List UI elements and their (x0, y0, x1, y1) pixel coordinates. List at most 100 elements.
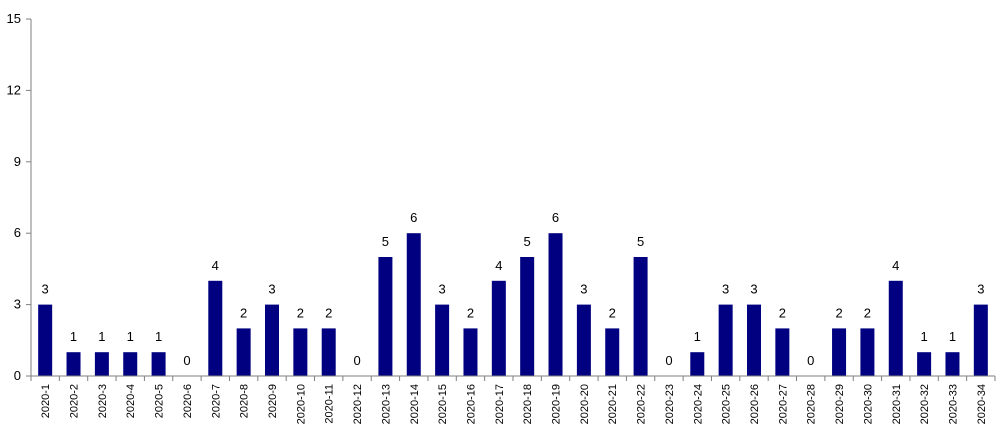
bar (66, 352, 81, 376)
bar (633, 257, 648, 376)
data-label: 1 (127, 329, 134, 344)
x-tick-label: 2020-26 (749, 384, 761, 424)
data-label: 1 (921, 329, 928, 344)
y-tick-label: 15 (7, 11, 21, 26)
data-label: 3 (977, 282, 984, 297)
x-tick-label: 2020-8 (239, 384, 251, 418)
data-label: 0 (807, 353, 814, 368)
data-label: 3 (42, 282, 49, 297)
data-label: 1 (98, 329, 105, 344)
data-label: 2 (835, 305, 842, 320)
x-tick-label: 2020-20 (579, 384, 591, 424)
x-tick-label: 2020-29 (834, 384, 846, 424)
bar (38, 304, 53, 376)
x-tick-label: 2020-10 (295, 384, 307, 424)
bar (265, 304, 279, 376)
y-tick-label: 12 (7, 82, 21, 97)
y-tick-label: 0 (14, 368, 21, 383)
data-label: 6 (552, 210, 559, 225)
x-tick-label: 2020-1 (40, 384, 52, 418)
x-tick-label: 2020-22 (636, 384, 648, 424)
x-tick-label: 2020-21 (607, 384, 619, 424)
bar (917, 352, 932, 376)
y-axis: 0 3 6 9 12 15 (7, 11, 32, 383)
data-label: 3 (268, 282, 275, 297)
x-tick-label: 2020-5 (154, 384, 166, 418)
x-tick-label: 2020-7 (210, 384, 222, 418)
data-label: 5 (524, 234, 531, 249)
data-label: 2 (297, 305, 304, 320)
x-tick-label: 2020-25 (721, 384, 733, 424)
bar (520, 257, 535, 376)
data-label: 2 (864, 305, 871, 320)
bar (973, 304, 988, 376)
x-tick-label: 2020-31 (891, 384, 903, 424)
x-tick-label: 2020-4 (125, 384, 137, 418)
x-tick-label: 2020-12 (352, 384, 364, 424)
bars (38, 233, 988, 376)
x-tick-label: 2020-34 (976, 384, 988, 424)
x-tick-label: 2020-32 (919, 384, 931, 424)
x-axis: 2020-1 2020-2 2020-3 2020-4 2020-5 2020-6 2020… (30, 375, 996, 424)
x-tick-label: 2020-19 (551, 384, 563, 424)
bar (605, 328, 620, 376)
data-label: 1 (949, 329, 956, 344)
data-label: 0 (183, 353, 190, 368)
data-label: 4 (495, 258, 502, 273)
x-tick-label: 2020-28 (806, 384, 818, 424)
y-tick-label: 6 (14, 225, 21, 240)
x-tick-label: 2020-6 (182, 384, 194, 418)
bar (435, 304, 450, 376)
x-tick-label: 2020-11 (324, 384, 336, 424)
data-label: 3 (439, 282, 446, 297)
data-label: 3 (750, 282, 757, 297)
bar (888, 280, 903, 376)
data-label: 4 (212, 258, 219, 273)
bar (576, 304, 591, 376)
y-tick-label: 9 (14, 154, 21, 169)
bar (747, 304, 761, 376)
bar (690, 352, 705, 376)
data-label: 0 (665, 353, 672, 368)
data-label: 2 (779, 305, 786, 320)
y-tick-label: 3 (14, 297, 21, 312)
data-label: 3 (580, 282, 587, 297)
data-label: 0 (353, 353, 360, 368)
bar (236, 328, 251, 376)
x-tick-label: 2020-13 (380, 384, 392, 424)
x-tick-label: 2020-27 (777, 384, 789, 424)
data-label: 2 (609, 305, 616, 320)
bar (293, 328, 308, 376)
x-tick-label: 2020-17 (494, 384, 506, 424)
x-tick-label: 2020-9 (267, 384, 279, 418)
x-tick-label: 2020-18 (522, 384, 534, 424)
data-label: 3 (722, 282, 729, 297)
bar (548, 233, 563, 376)
x-tick-label: 2020-2 (69, 384, 81, 418)
x-tick-label: 2020-24 (692, 384, 704, 424)
x-tick-label: 2020-30 (862, 384, 874, 424)
bar (945, 352, 960, 376)
bar (123, 352, 138, 376)
data-label: 6 (410, 210, 417, 225)
bar (491, 280, 506, 376)
x-tick-label: 2020-16 (465, 384, 477, 424)
x-tick-label: 2020-33 (947, 384, 959, 424)
data-label: 1 (694, 329, 701, 344)
data-label: 2 (240, 305, 247, 320)
bar (718, 304, 733, 376)
bar (775, 328, 790, 376)
data-label: 4 (892, 258, 899, 273)
bar (832, 328, 847, 376)
bar (94, 352, 109, 376)
bar (378, 257, 393, 376)
bar (463, 328, 478, 376)
data-label: 2 (467, 305, 474, 320)
data-label: 5 (382, 234, 389, 249)
bar (151, 352, 166, 376)
data-label: 1 (155, 329, 162, 344)
data-labels: 3 1 1 1 1 0 4 2 3 2 2 0 5 6 3 2 4 5 6 3 2 5 0 1 3 3 2 0 2 2 4 1 1 3 (42, 210, 985, 368)
bar (406, 233, 421, 376)
bar (321, 328, 336, 376)
